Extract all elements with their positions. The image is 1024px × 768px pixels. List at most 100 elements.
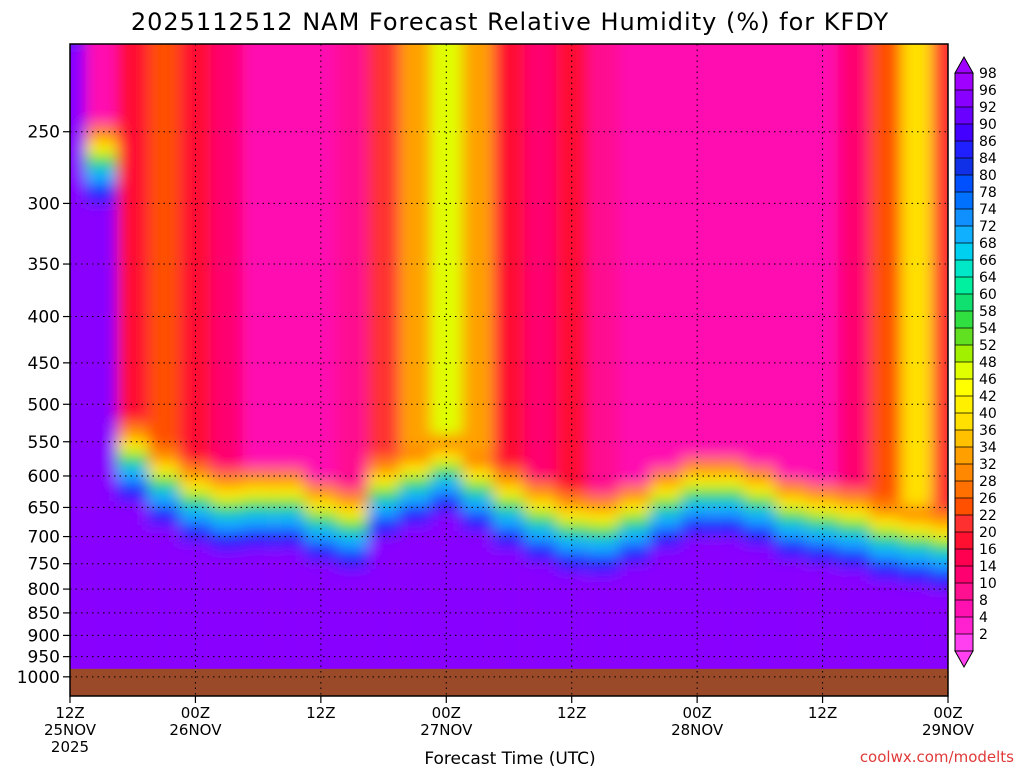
colorbar-segment — [955, 226, 973, 244]
colorbar-segment — [955, 345, 973, 363]
field-cell-dry — [242, 44, 274, 548]
y-tick-label: 650 — [28, 498, 60, 518]
colorbar-label: 64 — [979, 270, 997, 286]
field-cell-dry — [399, 44, 431, 526]
field-cell-transition — [932, 569, 948, 592]
colorbar-segment — [955, 464, 973, 482]
y-tick-label: 850 — [28, 604, 60, 624]
colorbar-label: 78 — [979, 185, 997, 201]
y-tick-label: 750 — [28, 555, 60, 575]
y-tick-label: 700 — [28, 528, 60, 548]
colorbar-label: 80 — [979, 168, 997, 184]
colorbar-segment — [955, 277, 973, 295]
chart-title: 2025112512 NAM Forecast Relative Humidit… — [131, 8, 889, 36]
field-cell-transition — [430, 493, 462, 516]
x-axis-label: Forecast Time (UTC) — [424, 749, 595, 768]
plot-frame — [69, 43, 949, 697]
x-tick-label: 00Z — [181, 704, 210, 722]
y-axis-ticks: 2503003504004505005506006507007508008509… — [17, 123, 70, 688]
y-tick-label: 400 — [28, 308, 60, 328]
colorbar-segment — [955, 583, 973, 601]
y-tick-label: 800 — [28, 580, 60, 600]
colorbar-segment — [955, 549, 973, 567]
field-cell-transition — [806, 544, 839, 566]
plot-area — [54, 24, 948, 696]
grid-lines — [70, 44, 948, 696]
field-cell-transition — [524, 541, 557, 564]
x-tick-label: 12Z — [306, 704, 335, 722]
field-cell-transition — [869, 559, 901, 582]
colorbar-label: 68 — [979, 236, 997, 252]
colorbar-segment — [955, 209, 973, 227]
colorbar-segment — [955, 396, 973, 414]
field-cell-transition — [650, 528, 682, 550]
field-cell-dry — [461, 44, 494, 531]
field-cell-transition — [211, 530, 243, 553]
colorbar-segment — [955, 566, 973, 584]
x-tick-label: 12Z — [808, 704, 837, 722]
field-cell-transition — [712, 517, 745, 539]
colorbar-segment — [955, 362, 973, 380]
field-cell-dry — [650, 44, 682, 548]
colorbar-label: 86 — [979, 134, 997, 150]
colorbar-label: 20 — [979, 525, 997, 541]
colorbar-segment — [955, 498, 973, 516]
colorbar-segment — [955, 600, 973, 618]
colorbar-segment — [955, 447, 973, 465]
field-cell-dry — [838, 44, 870, 569]
colorbar-label: 26 — [979, 491, 997, 507]
colorbar-segment — [955, 634, 973, 652]
field-cell-transition — [70, 44, 86, 47]
colorbar-bottom-arrow — [954, 650, 974, 669]
colorbar-segment — [955, 294, 973, 312]
field-cell-dry — [211, 44, 243, 551]
colorbar-segment — [955, 175, 973, 193]
colorbar-label: 98 — [979, 66, 997, 82]
colorbar-segment — [955, 73, 973, 91]
colorbar-label: 32 — [979, 457, 997, 473]
colorbar-segment — [955, 328, 973, 346]
colorbar-segment — [955, 617, 973, 635]
field-cell-moist — [70, 44, 86, 696]
field-cell-transition — [399, 505, 431, 528]
colorbar-segment — [955, 158, 973, 176]
colorbar-segment — [955, 107, 973, 125]
field-cell-dry — [775, 44, 807, 559]
colorbar-segment — [955, 243, 973, 261]
field-cell-dry — [273, 44, 306, 548]
x-tick-label: 25NOV — [44, 721, 97, 739]
field-cell-dry — [54, 24, 85, 44]
field-cell-dry — [712, 44, 745, 537]
colorbar-label: 16 — [979, 542, 997, 558]
x-tick-label: 00Z — [933, 704, 962, 722]
x-tick-label: 27NOV — [420, 721, 473, 739]
field-cell-transition — [900, 564, 933, 587]
field-cell-dry — [493, 44, 525, 548]
colorbar-segment — [955, 515, 973, 533]
field-cell-transition — [838, 549, 870, 571]
colorbar-label: 22 — [979, 508, 997, 524]
colorbar-segment — [955, 481, 973, 499]
x-tick-label: 28NOV — [671, 721, 724, 739]
colorbar-label: 48 — [979, 355, 997, 371]
colorbar-label: 90 — [979, 117, 997, 133]
colorbar-segment — [955, 192, 973, 210]
colorbar-label: 54 — [979, 321, 997, 337]
colorbar-segment — [955, 311, 973, 329]
field-cell-transition — [242, 528, 274, 550]
field-cell-transition — [117, 481, 149, 504]
humidity-field — [54, 24, 948, 696]
y-tick-label: 250 — [28, 123, 60, 143]
field-cell-transition — [70, 44, 86, 47]
x-tick-label: 12Z — [55, 704, 84, 722]
x-tick-label: 26NOV — [169, 721, 222, 739]
y-tick-label: 900 — [28, 626, 60, 646]
field-cell-transition — [493, 528, 525, 550]
field-cell-dry — [681, 44, 713, 537]
field-cell-moist — [85, 203, 118, 696]
field-cell-dry — [336, 44, 368, 569]
colorbar-label: 46 — [979, 372, 997, 388]
colorbar-segment — [955, 532, 973, 550]
field-cell-transition — [148, 505, 180, 528]
